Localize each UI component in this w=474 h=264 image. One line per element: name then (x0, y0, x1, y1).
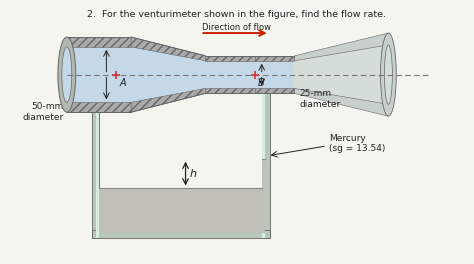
Polygon shape (131, 88, 205, 112)
Polygon shape (205, 61, 255, 88)
Text: h: h (190, 168, 197, 178)
Text: 2.  For the venturimeter shown in the figure, find the flow rate.: 2. For the venturimeter shown in the fig… (88, 10, 386, 19)
Polygon shape (262, 93, 270, 238)
Polygon shape (294, 45, 388, 104)
Polygon shape (205, 56, 255, 61)
Ellipse shape (58, 37, 76, 112)
Ellipse shape (62, 47, 72, 102)
Polygon shape (294, 88, 388, 116)
Text: B: B (258, 78, 264, 88)
Polygon shape (67, 47, 131, 102)
Polygon shape (91, 112, 100, 238)
Polygon shape (255, 61, 294, 88)
Text: Mercury
(sg = 13.54): Mercury (sg = 13.54) (329, 134, 385, 153)
Polygon shape (100, 188, 262, 233)
Text: 25-mm
diameter: 25-mm diameter (300, 89, 341, 109)
Polygon shape (255, 56, 294, 61)
Text: Direction of flow: Direction of flow (202, 23, 272, 32)
Ellipse shape (384, 45, 392, 104)
Polygon shape (97, 112, 100, 238)
Polygon shape (205, 88, 255, 93)
Polygon shape (255, 88, 294, 93)
Polygon shape (262, 159, 264, 233)
Polygon shape (67, 102, 131, 112)
Text: 50-mm
diameter: 50-mm diameter (23, 102, 64, 122)
Ellipse shape (381, 33, 396, 116)
Polygon shape (131, 37, 205, 61)
Polygon shape (91, 230, 270, 238)
Polygon shape (294, 33, 388, 61)
Polygon shape (262, 93, 264, 238)
Polygon shape (67, 37, 131, 47)
Polygon shape (131, 47, 205, 102)
Polygon shape (100, 230, 262, 233)
Text: A: A (119, 78, 126, 88)
